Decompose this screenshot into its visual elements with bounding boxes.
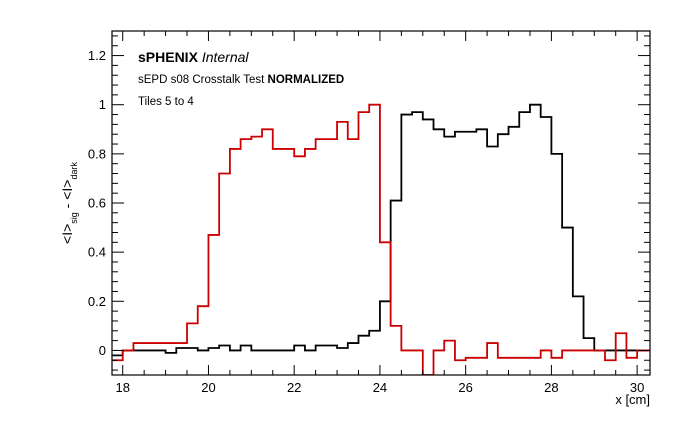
x-tick-label: 20 [201, 380, 215, 395]
y-axis-label-sub1: sig [69, 212, 79, 224]
y-axis-ticks: 0 0.2 0.4 0.6 0.8 1 1.2 [88, 35, 650, 371]
x-tick-label: 18 [115, 380, 129, 395]
y-axis-label: <I>sig - <I>dark [59, 162, 79, 244]
y-tick-label: 0 [99, 343, 106, 358]
y-tick-label: 0.4 [88, 245, 106, 260]
x-tick-label: 28 [544, 380, 558, 395]
x-tick-label: 26 [458, 380, 472, 395]
y-tick-label: 0.8 [88, 146, 106, 161]
y-tick-label: 1.2 [88, 48, 106, 63]
annotation-tiles: Tiles 5 to 4 [138, 96, 194, 108]
annotation-brand-bold: sPHENIX [138, 49, 199, 65]
series-line-2 [112, 103, 650, 375]
annotation-test: sEPD s08 Crosstalk Test NORMALIZED [138, 74, 344, 86]
annotation-brand-italic: Internal [202, 49, 250, 65]
x-tick-label: 22 [287, 380, 301, 395]
y-axis-label-main1: <I> [59, 224, 75, 244]
x-axis-ticks: 18 20 22 24 26 28 30 [115, 31, 644, 395]
y-axis-label-sep: - [59, 200, 75, 212]
y-tick-label: 1 [99, 97, 106, 112]
x-tick-label: 30 [630, 380, 644, 395]
y-axis-label-main2: <I> [59, 180, 75, 200]
y-axis-label-sub2: dark [69, 162, 79, 180]
y-tick-label: 0.6 [88, 196, 106, 211]
x-tick-label: 24 [373, 380, 387, 395]
annotation-test-normal: sEPD s08 Crosstalk Test [138, 74, 268, 86]
annotation-test-bold: NORMALIZED [268, 74, 345, 86]
plot-series [112, 103, 650, 375]
x-axis-label: x [cm] [615, 392, 650, 407]
annotation-brand: sPHENIX Internal [138, 49, 249, 65]
y-tick-label: 0.2 [88, 294, 106, 309]
